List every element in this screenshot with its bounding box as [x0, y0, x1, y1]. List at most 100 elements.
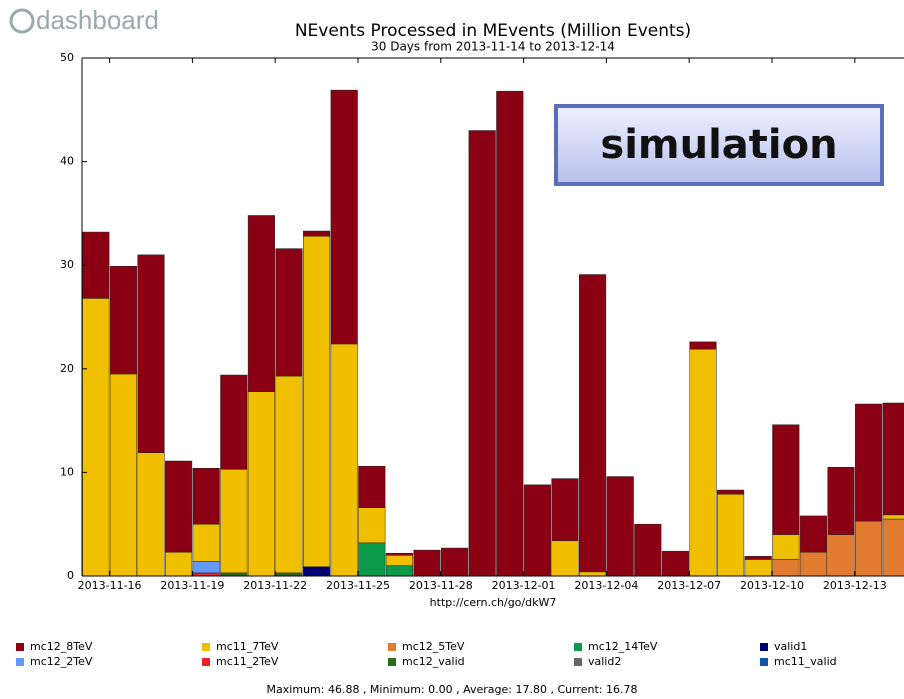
- legend-swatch: [574, 643, 582, 651]
- bar-segment: [772, 559, 800, 577]
- y-tick-label: 10: [60, 465, 74, 478]
- y-tick-label: 0: [67, 569, 74, 582]
- legend-swatch: [16, 643, 24, 651]
- legend-label: mc11_2TeV: [216, 655, 279, 668]
- legend-label: mc12_14TeV: [588, 640, 658, 653]
- y-tick-label: 20: [60, 362, 74, 375]
- bar-segment: [220, 374, 248, 470]
- chart-subtitle: 30 Days from 2013-11-14 to 2013-12-14: [371, 40, 615, 54]
- bar-segment: [799, 515, 827, 553]
- bar-segment: [220, 469, 248, 574]
- bar-segment: [165, 460, 193, 553]
- bar-segment: [827, 534, 855, 577]
- legend-swatch: [202, 658, 210, 666]
- bar-segment: [275, 248, 303, 377]
- bar-segment: [496, 90, 524, 577]
- bar-segment: [192, 468, 220, 525]
- y-tick-label: 30: [60, 258, 74, 271]
- bar-segment: [192, 523, 220, 562]
- bar-segment: [82, 298, 110, 577]
- legend-label: mc12_2TeV: [30, 655, 93, 668]
- bar-segment: [689, 341, 717, 350]
- bar-segment: [717, 493, 745, 577]
- legend-label: mc11_7TeV: [216, 640, 279, 653]
- bar-segment: [634, 523, 662, 577]
- bar-segment: [855, 403, 883, 522]
- bar-segment: [385, 555, 413, 566]
- bar-segment: [772, 424, 800, 535]
- bar-segment: [330, 343, 358, 577]
- x-tick-label: 2013-11-16: [78, 579, 142, 592]
- annotation: simulation: [600, 122, 837, 168]
- x-tick-label: 2013-11-28: [409, 579, 473, 592]
- bar-segment: [689, 348, 717, 577]
- bar-segment: [358, 542, 386, 577]
- bar-segment: [468, 130, 496, 577]
- x-tick-label: 2013-11-22: [243, 579, 307, 592]
- bar-segment: [827, 466, 855, 535]
- bar-segment: [882, 518, 904, 577]
- x-axis-label: http://cern.ch/go/dkW7: [430, 596, 557, 609]
- legend-swatch: [16, 658, 24, 666]
- annotation-box: simulation: [554, 104, 884, 186]
- bar-segment: [523, 484, 551, 577]
- bar-segment: [606, 476, 634, 577]
- bar-segment: [385, 552, 413, 556]
- bar-segment: [109, 265, 137, 375]
- bar-segment: [358, 507, 386, 544]
- plot-area: [82, 89, 904, 577]
- legend-label: mc12_5TeV: [402, 640, 465, 653]
- x-tick-label: 2013-11-25: [326, 579, 390, 592]
- legend-swatch: [760, 658, 768, 666]
- y-tick-label: 50: [60, 51, 74, 64]
- bar-segment: [717, 489, 745, 495]
- bar-segment: [551, 540, 579, 577]
- bar-segment: [413, 549, 441, 577]
- bar-segment: [137, 254, 165, 453]
- bar-segment: [137, 452, 165, 577]
- bar-segment: [579, 571, 607, 577]
- bar-segment: [882, 514, 904, 520]
- legend-swatch: [574, 658, 582, 666]
- bar-segment: [192, 561, 220, 574]
- legend-label: mc12_8TeV: [30, 640, 93, 653]
- bar-segment: [303, 230, 331, 237]
- bar-segment: [165, 551, 193, 577]
- x-tick-label: 2013-11-19: [160, 579, 224, 592]
- logo-icon: [9, 8, 35, 34]
- bar-segment: [661, 550, 689, 577]
- legend-swatch: [202, 643, 210, 651]
- bar-segment: [579, 274, 607, 573]
- x-tick-label: 2013-12-13: [823, 579, 887, 592]
- annotation-frame: [554, 104, 884, 186]
- legend-swatch: [760, 643, 768, 651]
- bar-segment: [441, 547, 469, 577]
- legend-swatch: [388, 643, 396, 651]
- bar-segment: [385, 565, 413, 577]
- chart-title: NEvents Processed in MEvents (Million Ev…: [295, 21, 691, 41]
- bar-segment: [744, 559, 772, 577]
- footer-stats: Maximum: 46.88 , Minimum: 0.00 , Average…: [267, 683, 638, 696]
- logo: dashboard: [36, 5, 159, 35]
- x-tick-label: 2013-12-04: [574, 579, 638, 592]
- x-tick-label: 2013-12-10: [740, 579, 804, 592]
- x-tick-label: 2013-12-07: [657, 579, 721, 592]
- bar-segment: [247, 215, 275, 392]
- bar-segment: [303, 235, 331, 567]
- bar-segment: [744, 556, 772, 560]
- bar-segment: [275, 375, 303, 574]
- y-tick-label: 40: [60, 155, 74, 168]
- bar-segment: [551, 478, 579, 542]
- bar-segment: [882, 402, 904, 516]
- legend-label: valid2: [588, 655, 621, 668]
- legend-label: mc12_valid: [402, 655, 465, 668]
- bar-segment: [303, 566, 331, 577]
- bar-segment: [358, 465, 386, 508]
- legend-swatch: [388, 658, 396, 666]
- bar-segment: [330, 89, 358, 345]
- bar-segment: [247, 391, 275, 577]
- x-tick-label: 2013-12-01: [492, 579, 556, 592]
- bar-segment: [772, 534, 800, 560]
- bar-segment: [855, 520, 883, 577]
